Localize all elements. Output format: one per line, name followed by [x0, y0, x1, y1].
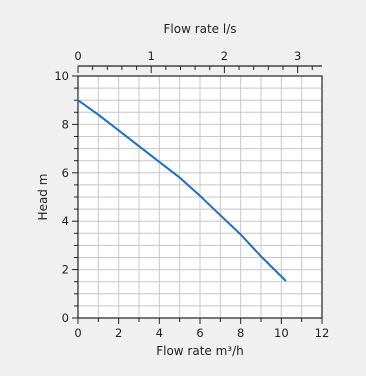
top-x-tick-label: 0	[74, 49, 81, 63]
x-axis-title: Flow rate m³/h	[156, 344, 244, 358]
y-tick-label: 8	[62, 117, 69, 131]
top-x-axis-title: Flow rate l/s	[163, 22, 236, 36]
x-tick-label: 12	[315, 326, 330, 340]
x-tick-label: 6	[196, 326, 203, 340]
grid	[78, 76, 322, 318]
x-tick-label: 2	[115, 326, 122, 340]
series-line	[77, 99, 287, 282]
x-tick-label: 4	[156, 326, 163, 340]
top-x-tick-label: 2	[221, 49, 228, 63]
x-tick-label: 10	[274, 326, 289, 340]
y-tick-label: 4	[62, 214, 69, 228]
top-x-tick-label: 1	[148, 49, 155, 63]
y-tick-label: 2	[62, 263, 69, 277]
y-tick-label: 0	[62, 311, 69, 325]
x-tick-label: 8	[237, 326, 244, 340]
top-x-tick-label: 3	[294, 49, 301, 63]
y-tick-label: 10	[54, 69, 69, 83]
y-axis-title: Head m	[36, 174, 50, 221]
y-tick-label: 6	[62, 166, 69, 180]
series-layer	[77, 99, 287, 282]
x-tick-label: 0	[74, 326, 81, 340]
